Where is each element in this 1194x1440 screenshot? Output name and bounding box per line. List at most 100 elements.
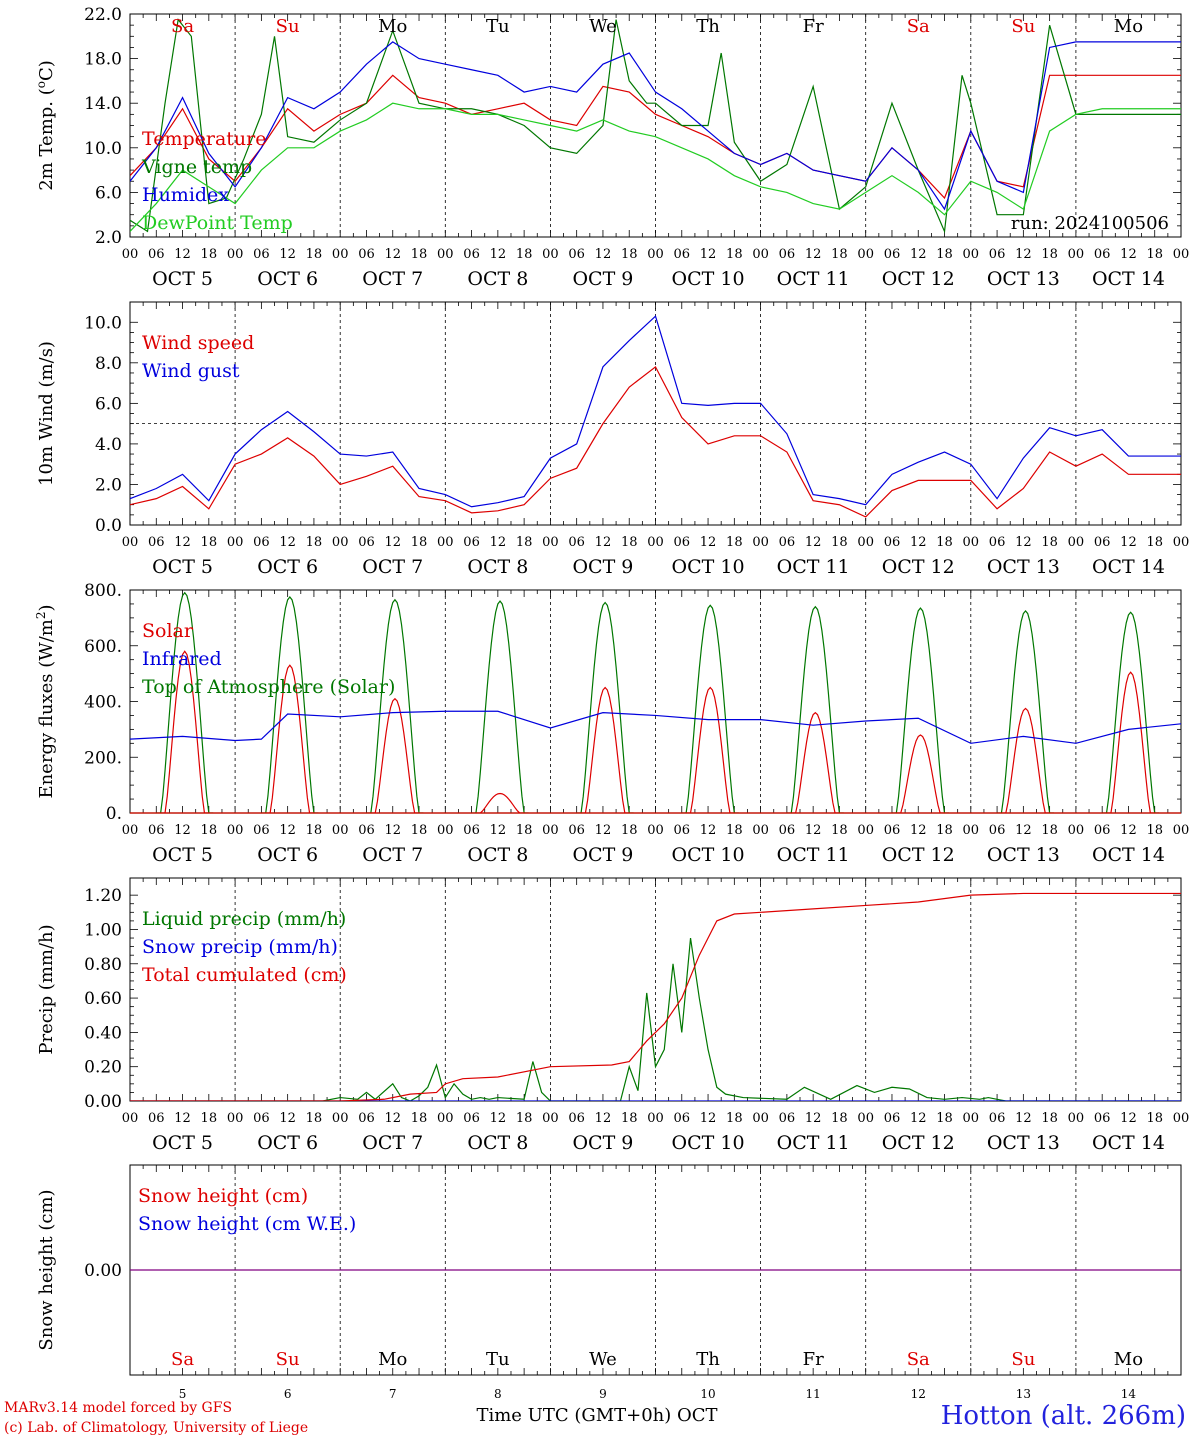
hour-tick-label: 06	[568, 823, 585, 838]
hour-tick-label: 06	[1094, 823, 1111, 838]
hour-tick-label: 06	[463, 1111, 480, 1126]
hour-tick-label: 18	[936, 1111, 953, 1126]
hour-tick-label: 06	[779, 535, 796, 550]
hour-tick-label: 18	[201, 1111, 218, 1126]
hour-tick-label: 18	[936, 823, 953, 838]
hour-tick-label: 00	[1068, 1111, 1085, 1126]
date-label: OCT 10	[672, 268, 745, 290]
hour-tick-label: 06	[358, 1111, 375, 1126]
hour-tick-label: 12	[490, 535, 507, 550]
date-label: OCT 6	[257, 1132, 318, 1154]
hour-tick-label: 00	[752, 535, 769, 550]
hour-tick-label: 12	[595, 823, 612, 838]
y-axis-label: 2m Temp. (oC)	[34, 60, 57, 191]
weekday-label: Su	[276, 1349, 300, 1370]
date-label: OCT 7	[362, 844, 423, 866]
hour-tick-label: 00	[227, 823, 244, 838]
hour-tick-label: 00	[963, 1111, 980, 1126]
hour-tick-label: 18	[201, 535, 218, 550]
series-line-solar-peaks	[1001, 707, 1050, 813]
legend-entry: Snow precip (mm/h)	[142, 936, 338, 958]
hour-tick-label: 12	[805, 247, 822, 262]
weekday-label: We	[589, 16, 617, 37]
hour-tick-label: 00	[227, 535, 244, 550]
hour-tick-label: 12	[910, 823, 927, 838]
hour-tick-label: 00	[332, 823, 349, 838]
hour-tick-label: 18	[1041, 247, 1058, 262]
series-line-solar-peaks	[581, 686, 630, 813]
hour-tick-label: 18	[516, 247, 533, 262]
hour-tick-label: 18	[411, 1111, 428, 1126]
day-number-label: 11	[806, 1387, 821, 1401]
hour-tick-label: 06	[1094, 1111, 1111, 1126]
hour-tick-label: 06	[674, 823, 691, 838]
date-label: OCT 5	[152, 1132, 213, 1154]
y-tick-label: 600.	[84, 637, 122, 657]
y-tick-label: 6.0	[95, 394, 122, 414]
hour-tick-label: 00	[963, 535, 980, 550]
y-tick-label: 0.0	[95, 516, 122, 536]
hour-tick-label: 18	[411, 247, 428, 262]
hour-tick-label: 06	[779, 1111, 796, 1126]
y-tick-label: 2.0	[95, 228, 122, 248]
hour-tick-label: 00	[857, 247, 874, 262]
hour-tick-label: 18	[1146, 535, 1163, 550]
legend-entry: Total cumulated (cm)	[142, 964, 347, 986]
hour-tick-label: 12	[700, 535, 717, 550]
weekday-label: Fr	[803, 16, 824, 37]
hour-tick-label: 06	[989, 823, 1006, 838]
date-label: OCT 13	[987, 268, 1060, 290]
series-line-solar-peaks	[791, 711, 840, 813]
date-label: OCT 11	[777, 1132, 850, 1154]
hour-tick-label: 00	[122, 823, 139, 838]
series-line-top-of-atmosphere-solar-peaks	[681, 604, 739, 813]
series-line-wind-speed	[130, 365, 1181, 518]
weekday-label: Sa	[171, 1349, 194, 1370]
y-tick-label: 1.00	[84, 920, 122, 940]
date-label: OCT 8	[467, 268, 528, 290]
y-tick-label: 0.00	[84, 1261, 122, 1281]
series-line-top-of-atmosphere-solar-peaks	[471, 600, 529, 813]
y-tick-label: 18.0	[84, 50, 122, 70]
run-annotation: run: 2024100506	[1011, 213, 1169, 234]
hour-tick-label: 12	[595, 1111, 612, 1126]
legend-entry: Infrared	[142, 648, 222, 670]
weekday-label: Mo	[1114, 16, 1143, 37]
day-number-label: 9	[599, 1387, 607, 1401]
date-label: OCT 8	[467, 844, 528, 866]
y-tick-label: 10.0	[84, 313, 122, 333]
hour-tick-label: 18	[621, 247, 638, 262]
day-number-label: 8	[494, 1387, 502, 1401]
hour-tick-label: 18	[306, 1111, 323, 1126]
hour-tick-label: 06	[253, 1111, 270, 1126]
series-line-solar-peaks	[265, 664, 314, 813]
date-label: OCT 14	[1092, 1132, 1165, 1154]
y-tick-label: 22.0	[84, 5, 122, 25]
weekday-label: Fr	[803, 1349, 824, 1370]
plot-frame	[129, 589, 1182, 814]
hour-tick-label: 00	[437, 823, 454, 838]
weekday-label: Tu	[486, 1349, 510, 1370]
hour-tick-label: 00	[332, 1111, 349, 1126]
hour-tick-label: 06	[148, 823, 165, 838]
hour-tick-label: 18	[831, 823, 848, 838]
weekday-label: Sa	[907, 16, 930, 37]
day-number-label: 5	[179, 1387, 187, 1401]
hour-tick-label: 12	[910, 535, 927, 550]
hour-tick-label: 12	[910, 247, 927, 262]
legend-entry: Top of Atmosphere (Solar)	[142, 676, 395, 698]
weekday-label: Tu	[486, 16, 510, 37]
day-number-label: 14	[1121, 1387, 1137, 1401]
series-line-dewpoint-temp	[130, 102, 1181, 232]
date-label: OCT 10	[672, 844, 745, 866]
panel-2: 0.0 2.0 4.0 6.0 8.0 10.0 10m Wind (m/s) Wind sp…	[36, 301, 1189, 578]
date-label: OCT 12	[882, 1132, 955, 1154]
day-number-label: 6	[284, 1387, 292, 1401]
series-line-solar-peaks	[686, 686, 735, 813]
hour-tick-label: 06	[568, 1111, 585, 1126]
hour-tick-label: 00	[857, 535, 874, 550]
panel-3: 0. 200. 400. 600. 800. Energy fluxes (W/m2) So…	[34, 581, 1189, 866]
y-tick-label: 14.0	[84, 94, 122, 114]
hour-tick-label: 00	[1068, 823, 1085, 838]
y-tick-label: 200.	[84, 748, 122, 768]
